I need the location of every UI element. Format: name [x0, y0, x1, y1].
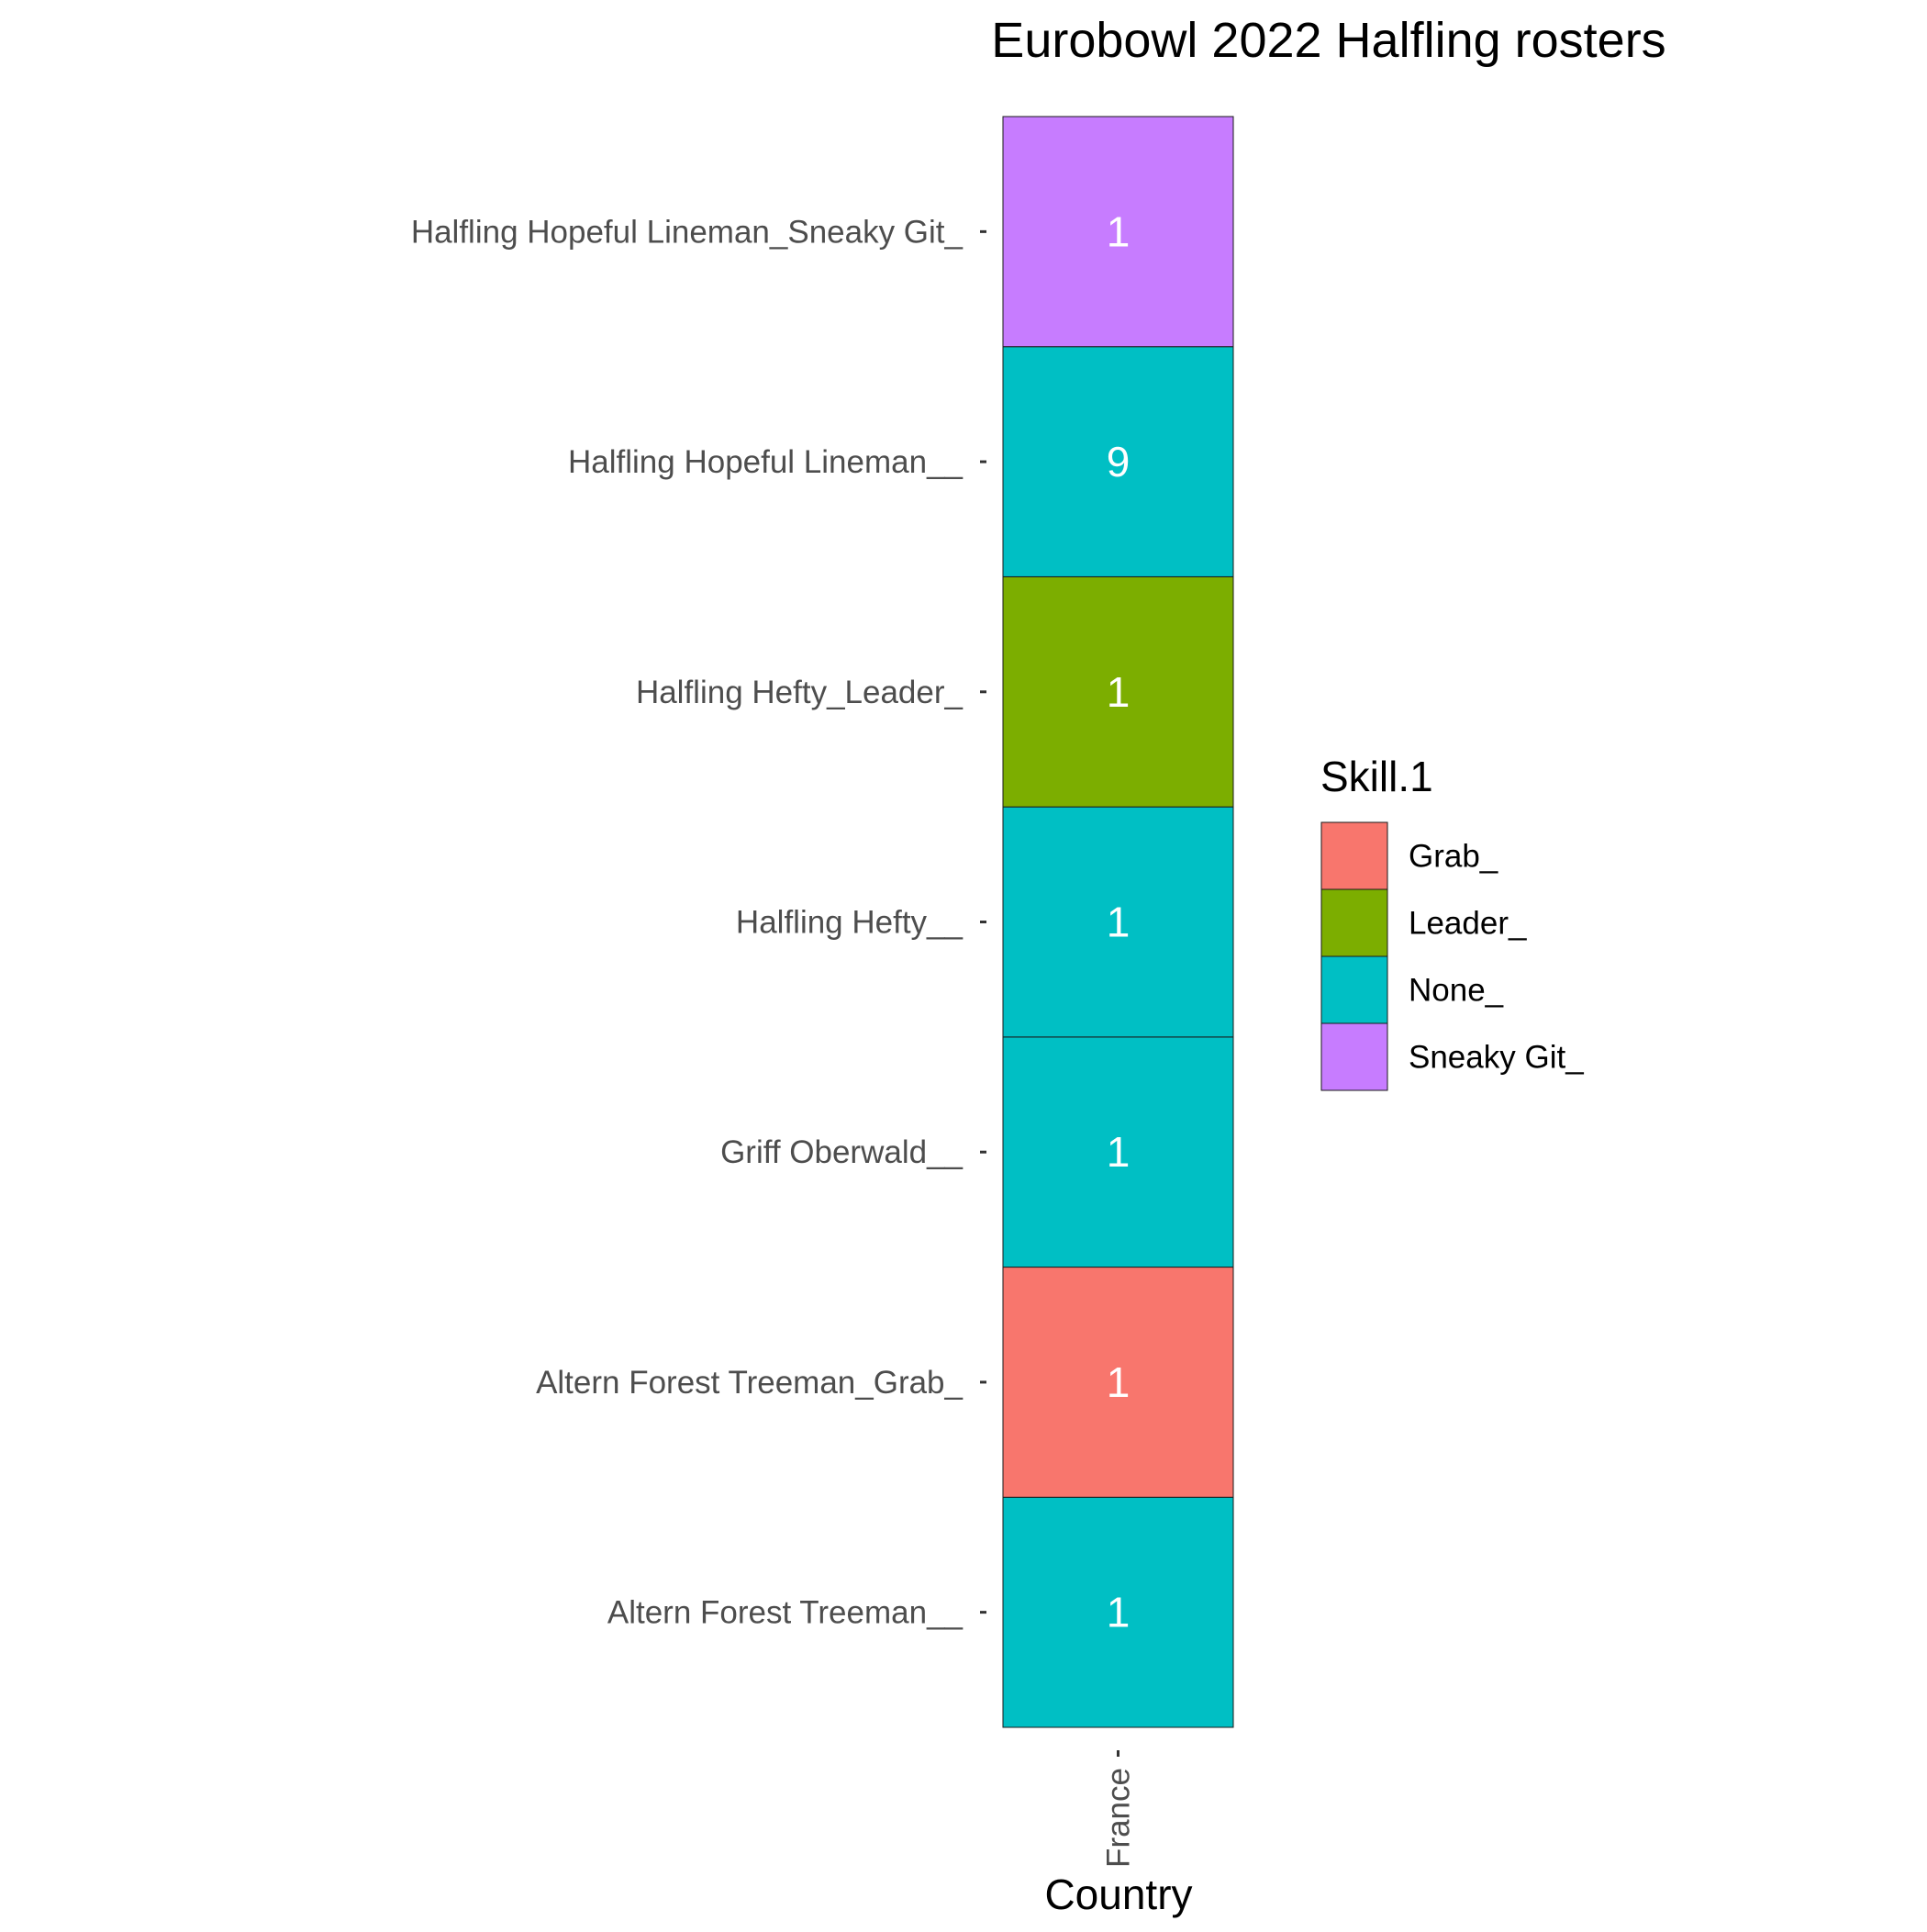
y-tick-label: Griff Oberwald__ [720, 1134, 963, 1170]
heatmap-cell [1002, 806, 1234, 1038]
y-tick-label: Halfling Hopeful Lineman__ [568, 444, 964, 480]
data-label: 1 [1107, 1358, 1131, 1406]
y-tick-label: Altern Forest Treeman_Grab_ [536, 1365, 963, 1401]
data-label: 1 [1107, 207, 1131, 255]
x-axis: France [1101, 1750, 1137, 1868]
x-axis-title: Country [1044, 1871, 1192, 1918]
legend-title: Skill.1 [1320, 753, 1433, 800]
y-tick-label: Halfling Hopeful Lineman_Sneaky Git_ [411, 214, 964, 250]
legend-key [1320, 955, 1388, 1024]
y-tick-label: Altern Forest Treeman__ [607, 1595, 964, 1631]
data-label: 1 [1107, 668, 1131, 716]
data-label: 9 [1107, 438, 1131, 486]
legend-label: None_ [1409, 973, 1504, 1009]
chart-title: Eurobowl 2022 Halfling rosters [991, 13, 1665, 68]
heatmap-cell [1002, 575, 1234, 808]
legend-key [1320, 821, 1388, 890]
y-tick-label: Halfling Hefty_Leader_ [636, 675, 964, 710]
heatmap-cell [1002, 116, 1234, 348]
data-label: 1 [1107, 1128, 1131, 1176]
data-label: 1 [1107, 899, 1131, 946]
y-tick-label: Halfling Hefty__ [736, 905, 964, 941]
y-axis: Altern Forest Treeman__ Altern Forest Tre… [411, 214, 986, 1631]
legend-key [1320, 1022, 1388, 1091]
heatmap-cell [1002, 1267, 1234, 1498]
x-tick-label: France [1101, 1768, 1137, 1868]
legend-label: Sneaky Git_ [1409, 1040, 1584, 1076]
data-label: 1 [1107, 1589, 1131, 1636]
legend-key [1320, 888, 1388, 957]
heatmap-cell [1002, 1496, 1234, 1728]
plot-area: 1 1 1 1 1 9 1 [1002, 116, 1234, 1728]
heatmap-cell [1002, 346, 1234, 577]
legend-label: Grab_ [1409, 839, 1498, 875]
legend-label: Leader_ [1409, 906, 1527, 942]
legend: Skill.1 Grab_ Leader_ None_ Sneaky Git_ [1320, 753, 1584, 1091]
